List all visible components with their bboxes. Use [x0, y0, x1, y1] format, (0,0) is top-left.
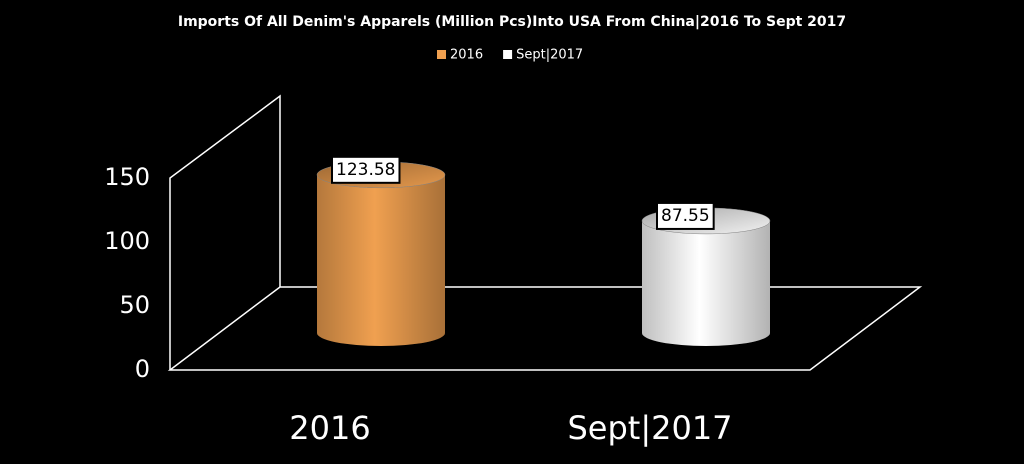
x-tick-label: Sept|2017	[567, 409, 732, 447]
y-tick-label: 0	[135, 355, 150, 383]
data-label: 87.55	[661, 206, 710, 226]
x-tick-label: 2016	[289, 409, 370, 447]
plot-box	[167, 94, 923, 371]
y-tick-label: 100	[104, 227, 150, 255]
legend-label: Sept|2017	[516, 48, 583, 63]
data-label: 123.58	[336, 160, 395, 180]
cylinder-shade	[642, 220, 770, 346]
y-tick-label: 150	[104, 163, 150, 191]
legend-swatch	[503, 50, 513, 59]
y-tick-label: 50	[119, 291, 150, 319]
data-label-box	[331, 155, 401, 184]
floor	[167, 286, 923, 371]
chart-title: Imports Of All Denim's Apparels (Million…	[178, 14, 846, 30]
legend-swatch	[437, 50, 446, 59]
legend-label: 2016	[450, 48, 483, 63]
back-wall	[169, 94, 281, 370]
cylinder-shade	[317, 174, 445, 346]
data-label-box	[656, 201, 715, 230]
